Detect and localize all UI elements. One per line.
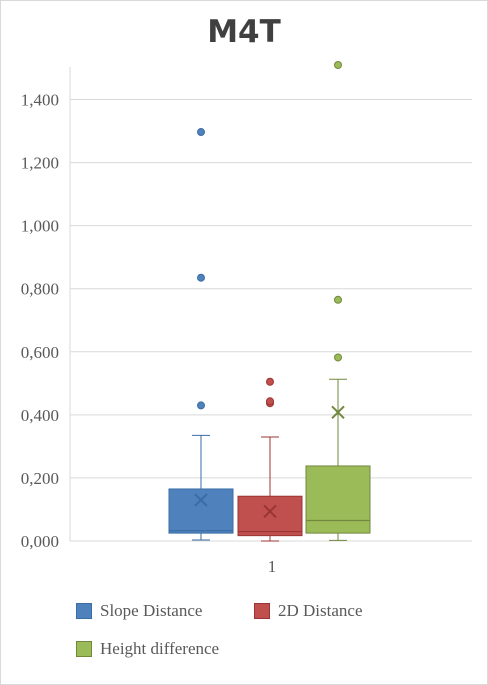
legend-item-2d-distance[interactable]: 2D Distance — [254, 601, 363, 621]
y-tick-label: 0,000 — [21, 532, 59, 551]
iqr-box — [237, 495, 303, 537]
y-tick-label: 0,200 — [21, 469, 59, 488]
chart-title: M4T — [207, 14, 281, 50]
outlier-point — [334, 295, 342, 304]
legend-swatch — [254, 603, 270, 619]
mean-marker — [331, 405, 345, 420]
legend-label: 2D Distance — [278, 601, 363, 620]
x-tick-label: 1 — [268, 557, 277, 576]
mean-marker — [263, 504, 277, 519]
outlier-point — [334, 353, 342, 362]
iqr-box — [168, 488, 234, 534]
iqr-box — [305, 465, 371, 534]
y-tick-label: 0,600 — [21, 343, 59, 362]
legend-swatch — [76, 641, 92, 657]
outlier-point — [197, 401, 205, 410]
y-tick-label: 1,200 — [21, 154, 59, 173]
legend-label: Slope Distance — [100, 601, 203, 620]
box-series — [305, 61, 371, 541]
legend-swatch — [76, 603, 92, 619]
outlier-point — [266, 397, 274, 406]
legend-item-height-difference[interactable]: Height difference — [76, 639, 219, 659]
box-series — [237, 377, 303, 542]
outlier-point — [334, 61, 342, 69]
y-tick-label: 1,400 — [21, 91, 59, 110]
mean-marker — [194, 493, 208, 507]
outlier-point — [266, 377, 274, 386]
y-tick-label: 1,000 — [21, 217, 59, 236]
y-tick-label: 0,800 — [21, 280, 59, 299]
y-tick-label: 0,400 — [21, 406, 59, 425]
box-series — [168, 128, 234, 541]
legend-item-slope-distance[interactable]: Slope Distance — [76, 601, 202, 621]
outlier-point — [197, 128, 205, 137]
outlier-point — [197, 273, 205, 282]
legend-label: Height difference — [100, 639, 220, 658]
